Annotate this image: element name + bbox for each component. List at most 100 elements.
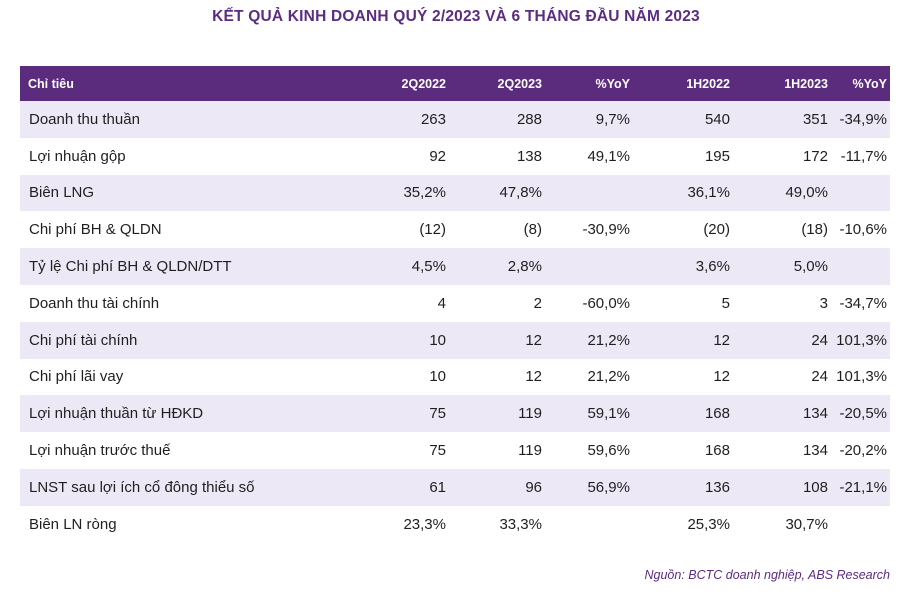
header-1h2022: 1H2022 <box>686 76 730 91</box>
value-1h2023: 351 <box>802 110 828 128</box>
value-yoy-half: 101,3% <box>836 331 887 349</box>
value-2q2023: 119 <box>518 405 542 423</box>
value-2q2022: 4,5% <box>411 258 446 276</box>
table-row: Biên LNG 35,2% 47,8% 36,1% 49,0% <box>20 174 890 212</box>
header-indicator: Chỉ tiêu <box>28 76 74 91</box>
value-yoy-half <box>830 248 890 285</box>
table-row: Tỷ lệ Chi phí BH & QLDN/DTT 4,5% 2,8% 3,6% 5… <box>20 248 890 285</box>
table-row: Lợi nhuận trước thuế 75 119 59,6% 168 134 -20,… <box>20 432 890 469</box>
value-yoy-quarter: 21,2% <box>587 368 630 386</box>
value-1h2022: 3,6% <box>695 258 730 276</box>
source-note: Nguồn: BCTC doanh nghiệp, ABS Research <box>644 568 890 582</box>
value-1h2022: (20) <box>703 221 730 239</box>
value-2q2023: 12 <box>525 331 542 349</box>
row-label: LNST sau lợi ích cổ đông thiểu số <box>29 478 255 496</box>
value-2q2023: 47,8% <box>499 184 542 202</box>
value-1h2023: 134 <box>802 442 828 460</box>
value-1h2023: 30,7% <box>785 515 828 533</box>
row-label: Chi phí lãi vay <box>29 368 124 386</box>
value-yoy-half <box>830 175 890 212</box>
value-yoy-quarter: 9,7% <box>595 110 630 128</box>
value-yoy-quarter: -60,0% <box>582 294 630 312</box>
row-label: Chi phí BH & QLDN <box>29 221 162 239</box>
value-yoy-quarter: 59,6% <box>587 442 630 460</box>
table-row: Chi phí BH & QLDN (12) (8) -30,9% (20) (18) -1… <box>20 211 890 248</box>
header-yoy-quarter: %YoY <box>595 76 631 91</box>
value-yoy-quarter <box>544 506 632 543</box>
value-yoy-quarter: 49,1% <box>587 147 630 165</box>
value-2q2023: 96 <box>525 478 542 496</box>
value-yoy-half: -11,7% <box>840 147 887 165</box>
header-2q2022: 2Q2022 <box>401 76 446 91</box>
value-2q2022: (12) <box>419 221 446 239</box>
table-row: Doanh thu thuần 263 288 9,7% 540 351 -34,9% <box>20 101 890 138</box>
value-1h2022: 195 <box>704 147 730 165</box>
value-yoy-quarter: 56,9% <box>587 478 630 496</box>
header-yoy-half: %YoY <box>852 76 888 91</box>
table-row: Lợi nhuận thuần từ HĐKD 75 119 59,1% 168 134-… <box>20 395 890 433</box>
value-yoy-half: 101,3% <box>836 368 887 386</box>
value-yoy-quarter <box>544 248 632 285</box>
value-2q2022: 23,3% <box>403 515 446 533</box>
value-1h2023: 24 <box>811 368 828 386</box>
value-yoy-half: -21,1% <box>839 478 887 496</box>
row-label: Lợi nhuận trước thuế <box>29 442 171 460</box>
value-1h2022: 540 <box>704 110 730 128</box>
value-yoy-half: -34,9% <box>839 110 887 128</box>
value-2q2023: 138 <box>516 147 542 165</box>
value-2q2022: 35,2% <box>403 184 446 202</box>
value-yoy-quarter <box>544 175 632 212</box>
value-yoy-half: -34,7% <box>839 294 887 312</box>
value-yoy-half: -10,6% <box>839 221 887 239</box>
value-1h2022: 168 <box>704 405 730 423</box>
value-2q2022: 10 <box>429 368 446 386</box>
value-1h2023: 134 <box>802 405 828 423</box>
value-2q2023: 12 <box>525 368 542 386</box>
page-title: KẾT QUẢ KINH DOANH QUÝ 2/2023 VÀ 6 THÁNG… <box>212 8 700 25</box>
value-2q2022: 92 <box>429 147 446 165</box>
value-1h2022: 12 <box>713 331 730 349</box>
value-1h2023: 24 <box>811 331 828 349</box>
row-label: Lợi nhuận thuần từ HĐKD <box>29 405 204 423</box>
value-2q2023: (8) <box>523 221 542 239</box>
value-yoy-half <box>830 506 890 543</box>
row-label: Lợi nhuận gộp <box>29 147 126 165</box>
value-1h2023: 3 <box>819 294 828 312</box>
value-2q2023: 33,3% <box>499 515 542 533</box>
value-2q2022: 61 <box>429 478 446 496</box>
value-1h2023: 49,0% <box>785 184 828 202</box>
table-header-row: Chỉ tiêu 2Q2022 2Q2023 %YoY 1H2022 1H202… <box>20 66 890 101</box>
value-2q2022: 75 <box>429 442 446 460</box>
value-1h2022: 5 <box>721 294 730 312</box>
table-row: Chi phí lãi vay 10 12 21,2% 12 24 101,3% <box>20 359 890 396</box>
value-2q2023: 2 <box>533 294 542 312</box>
value-2q2023: 288 <box>516 110 542 128</box>
value-2q2023: 2,8% <box>507 258 542 276</box>
value-1h2023: (18) <box>801 221 828 239</box>
value-yoy-quarter: 59,1% <box>587 405 630 423</box>
value-2q2022: 263 <box>420 110 446 128</box>
row-label: Chi phí tài chính <box>29 331 138 349</box>
table-row: Biên LN ròng 23,3% 33,3% 25,3% 30,7% <box>20 506 890 543</box>
header-1h2023: 1H2023 <box>784 76 828 91</box>
table-row: Doanh thu tài chính 4 2 -60,0% 5 3 -34,7% <box>20 285 890 322</box>
value-1h2023: 108 <box>802 478 828 496</box>
value-2q2022: 75 <box>429 405 446 423</box>
row-label: Doanh thu tài chính <box>29 294 160 312</box>
value-2q2022: 10 <box>429 331 446 349</box>
header-2q2023: 2Q2023 <box>497 76 542 91</box>
row-label: Biên LNG <box>29 184 95 202</box>
value-2q2022: 4 <box>437 294 446 312</box>
table-row: Chi phí tài chính 10 12 21,2% 12 24 101,3% <box>20 321 890 359</box>
value-yoy-half: -20,5% <box>839 405 887 423</box>
value-1h2022: 136 <box>704 478 730 496</box>
value-1h2022: 25,3% <box>687 515 730 533</box>
value-2q2023: 119 <box>518 442 542 460</box>
row-label: Tỷ lệ Chi phí BH & QLDN/DTT <box>29 258 232 276</box>
value-yoy-quarter: 21,2% <box>587 331 630 349</box>
value-yoy-quarter: -30,9% <box>582 221 630 239</box>
table-row: Lợi nhuận gộp 92 138 49,1% 195 172 -11,7% <box>20 138 890 175</box>
value-1h2022: 12 <box>713 368 730 386</box>
results-table: Chỉ tiêu 2Q2022 2Q2023 %YoY 1H2022 1H202… <box>20 66 890 543</box>
value-1h2023: 5,0% <box>793 258 828 276</box>
